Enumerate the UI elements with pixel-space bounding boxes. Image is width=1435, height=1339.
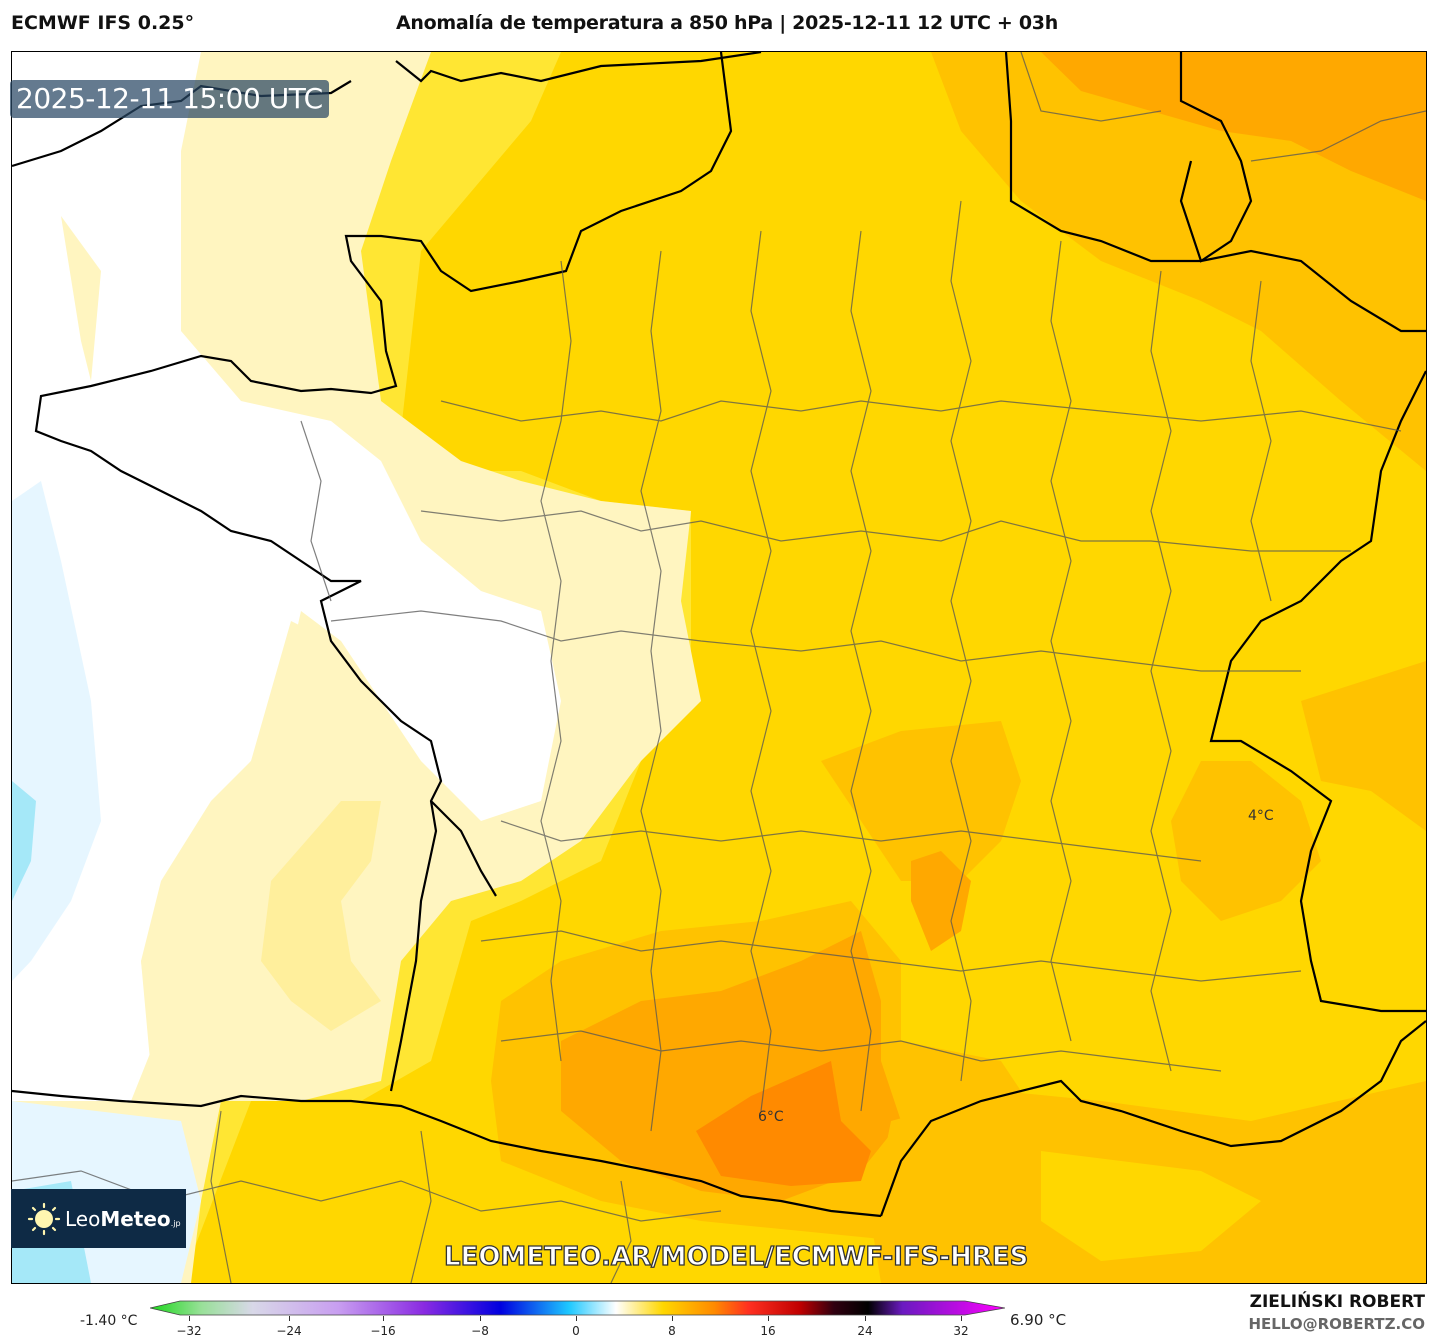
- tick-label: −8: [471, 1324, 489, 1338]
- logo-wordmark: LeoMeteo.jp: [65, 1206, 181, 1231]
- author-credit: ZIELIŃSKI ROBERT: [1249, 1292, 1425, 1312]
- colorbar: [150, 1300, 1005, 1316]
- tick-label: 8: [668, 1324, 676, 1338]
- colorbar-ticks: −32 −24 −16 −8 0 8 16 24 32: [0, 1316, 1435, 1339]
- sun-icon: [27, 1202, 61, 1236]
- tick-label: 16: [760, 1324, 776, 1338]
- contour-label-4c: 4°C: [1248, 808, 1274, 824]
- tick-label: 0: [572, 1324, 580, 1338]
- source-watermark: LEOMETEO.AR/MODEL/ECMWF-IFS-HRES: [443, 1241, 1029, 1272]
- map-panel: 4°C 6°C: [11, 51, 1427, 1284]
- colorbar-min-label: -1.40 °C: [80, 1313, 138, 1329]
- colorbar-max-label: 6.90 °C: [1010, 1311, 1067, 1329]
- contour-label-6c: 6°C: [758, 1109, 784, 1125]
- author-email[interactable]: HELLO@ROBERTZ.CO: [1248, 1315, 1425, 1333]
- valid-time-badge: 2025-12-11 15:00 UTC: [10, 80, 329, 118]
- leometeo-logo[interactable]: LeoMeteo.jp: [11, 1189, 186, 1248]
- tick-label: −24: [276, 1324, 302, 1338]
- model-title: ECMWF IFS 0.25°: [11, 12, 195, 34]
- anomaly-map: [12, 52, 1426, 1283]
- tick-label: −16: [370, 1324, 396, 1338]
- tick-label: 32: [953, 1324, 969, 1338]
- tick-label: 24: [857, 1324, 873, 1338]
- tick-label: −32: [176, 1324, 202, 1338]
- chart-title: Anomalía de temperatura a 850 hPa | 2025…: [396, 12, 1058, 34]
